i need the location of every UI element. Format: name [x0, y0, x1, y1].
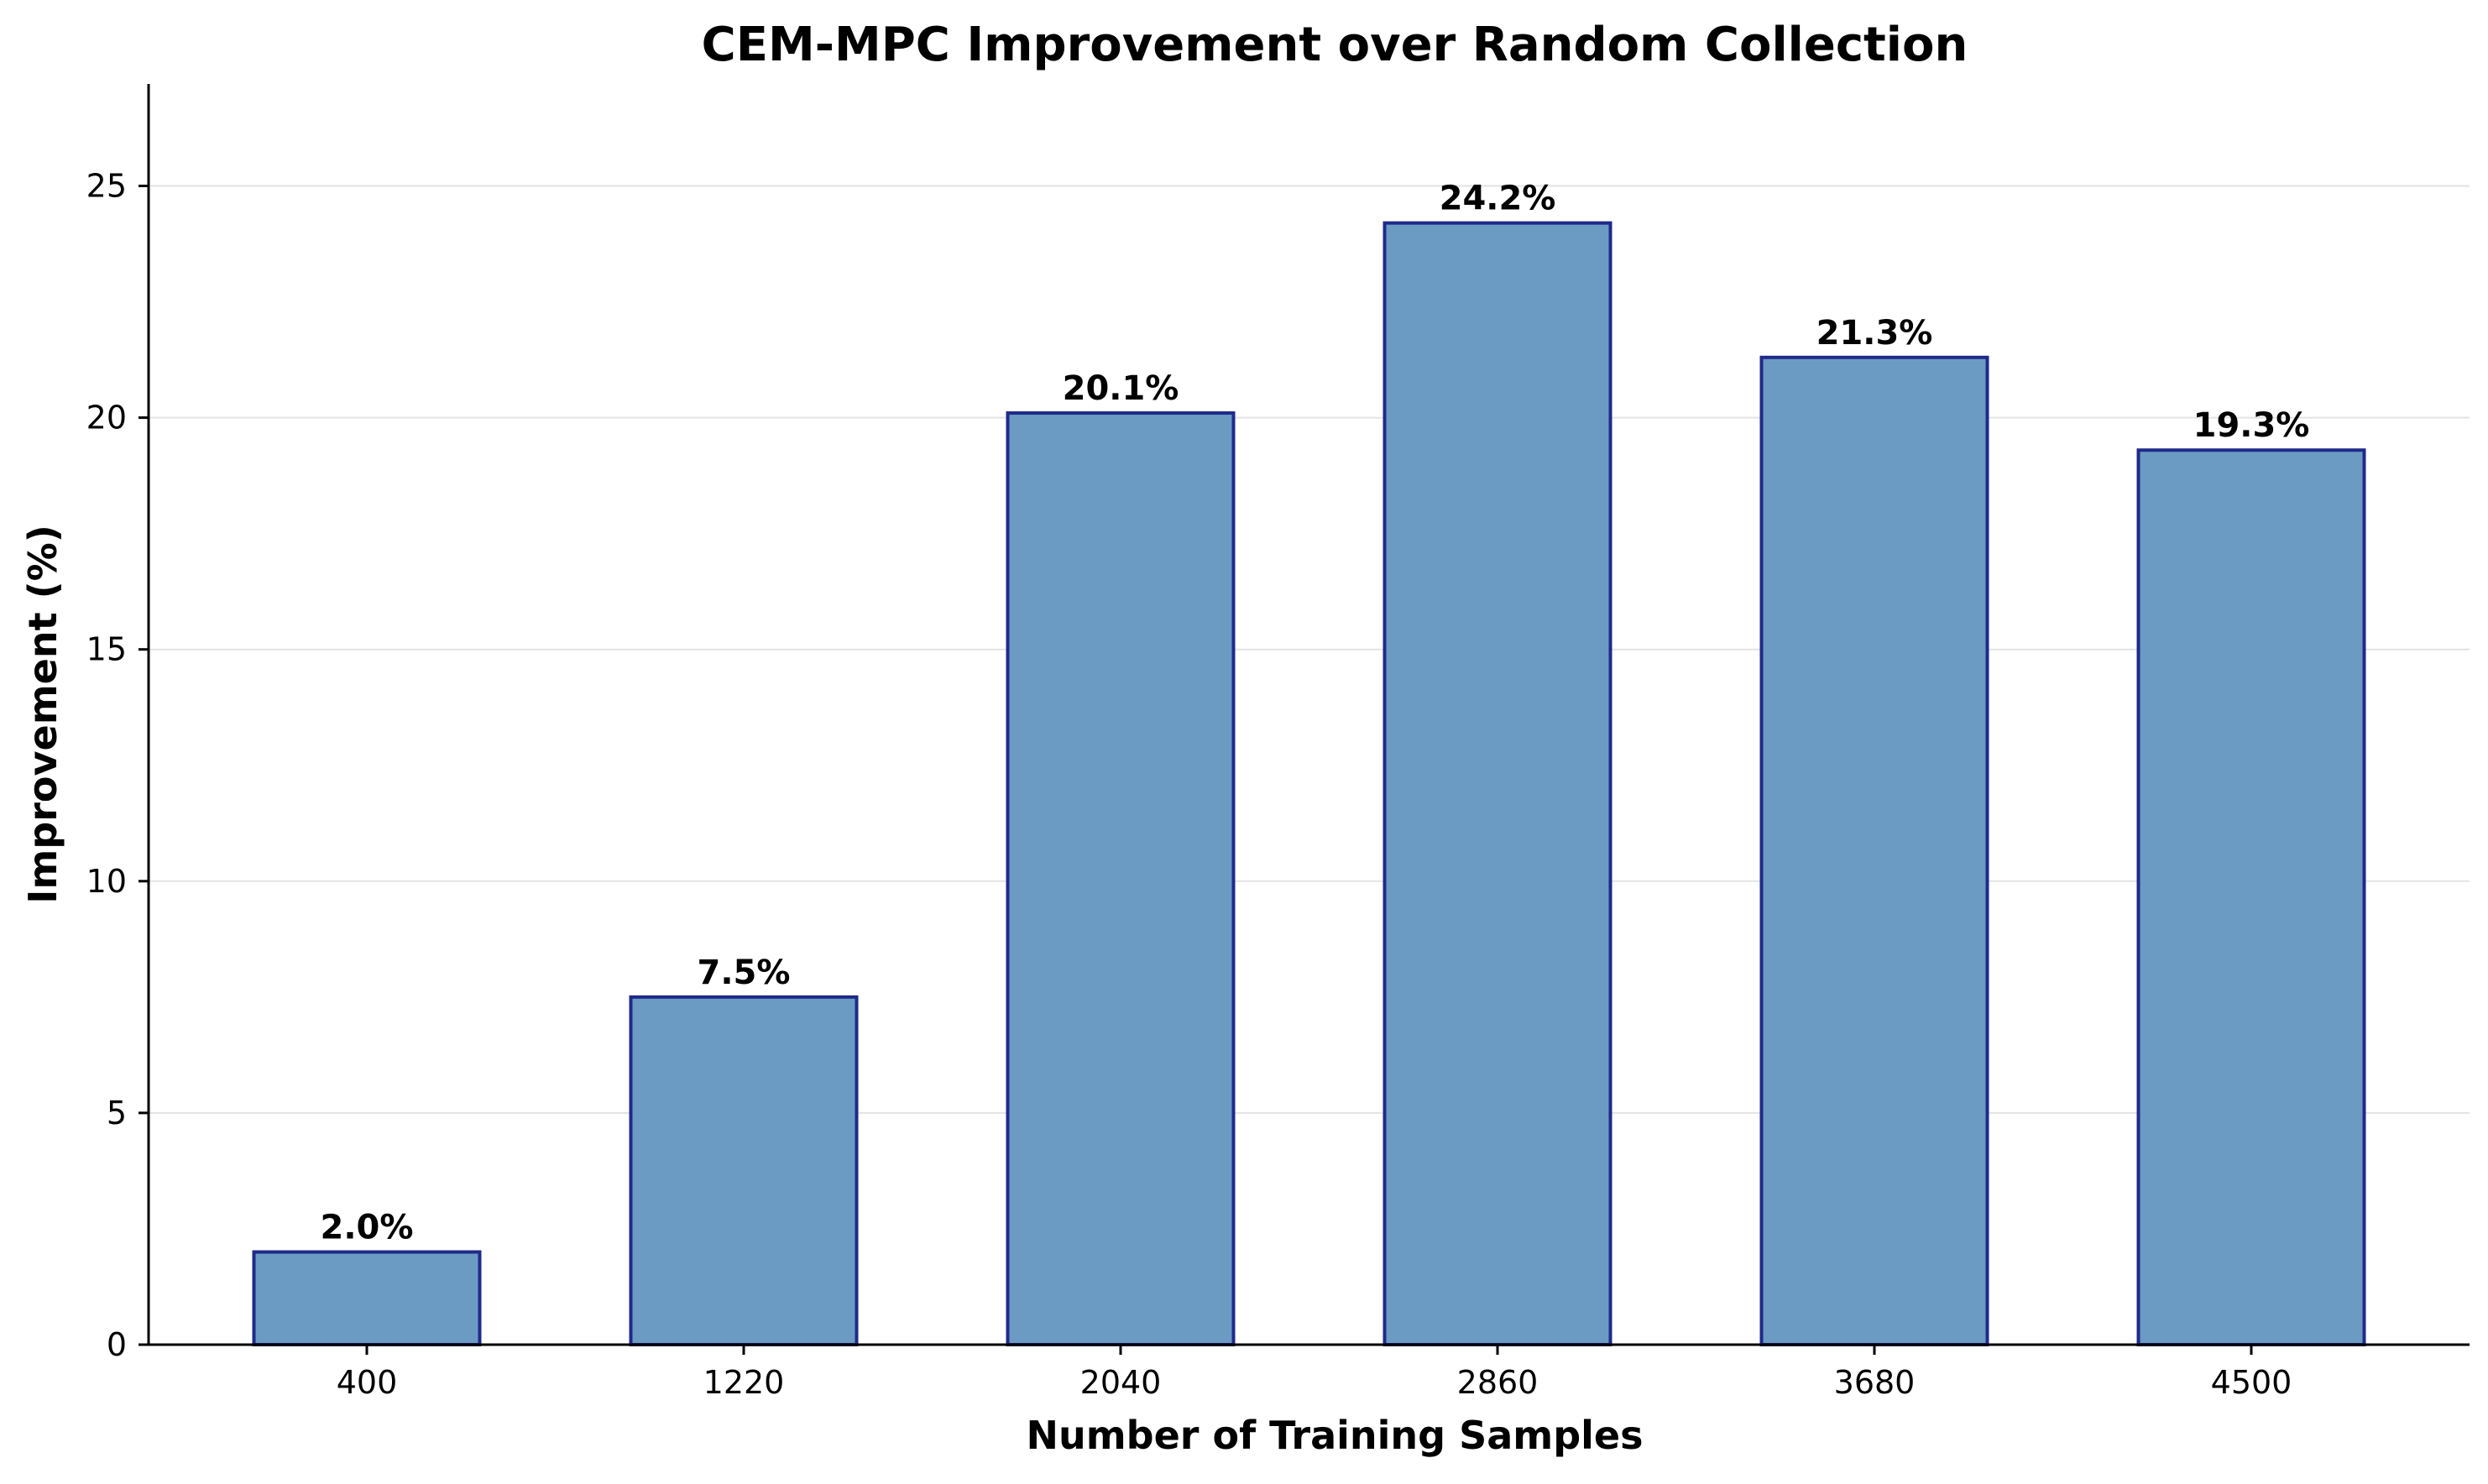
y-tick-label: 5 — [107, 1095, 127, 1131]
x-ticks: 400 1220 2040 2860 3680 4500 — [337, 1345, 2292, 1401]
y-axis-label: Improvement (%) — [20, 525, 65, 903]
y-ticks: 0 5 10 15 20 25 — [86, 167, 149, 1363]
x-tick-label: 1220 — [703, 1364, 785, 1401]
y-tick-label: 15 — [86, 631, 127, 668]
x-tick-label: 400 — [337, 1364, 398, 1401]
bar-value-label: 2.0% — [321, 1209, 414, 1247]
bar-value-label: 24.2% — [1440, 180, 1556, 218]
chart-title: CEM-MPC Improvement over Random Collecti… — [702, 18, 1968, 72]
data-labels: 2.0% 7.5% 20.1% 24.2% 21.3% 19.3% — [321, 180, 2310, 1247]
bars — [252, 221, 2366, 1347]
bar-value-label: 20.1% — [1063, 369, 1179, 408]
gridlines — [149, 185, 2470, 1114]
y-tick-label: 20 — [86, 400, 127, 436]
y-tick-label: 10 — [86, 863, 127, 900]
bar-value-label: 19.3% — [2193, 406, 2310, 445]
bar-value-label: 21.3% — [1816, 314, 1933, 353]
x-axis-label: Number of Training Samples — [1026, 1413, 1643, 1458]
y-tick-label: 0 — [107, 1326, 127, 1363]
bar — [1759, 355, 1989, 1346]
x-tick-label: 3680 — [1834, 1364, 1916, 1401]
x-tick-label: 2860 — [1457, 1364, 1539, 1401]
bar — [629, 995, 859, 1346]
bar — [2136, 448, 2366, 1346]
bar — [1006, 411, 1236, 1346]
x-tick-label: 2040 — [1080, 1364, 1162, 1401]
bar-value-label: 7.5% — [698, 954, 791, 992]
bar — [252, 1250, 482, 1347]
x-tick-label: 4500 — [2211, 1364, 2292, 1401]
bar — [1383, 221, 1612, 1347]
y-tick-label: 25 — [86, 167, 127, 204]
